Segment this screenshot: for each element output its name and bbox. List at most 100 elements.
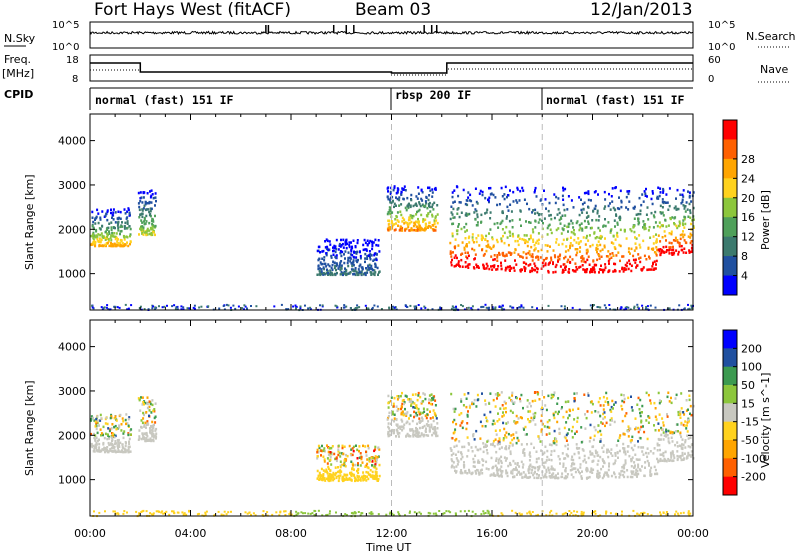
velocity-datum (482, 510, 485, 513)
velocity-datum (148, 414, 150, 418)
velocity-datum (399, 394, 402, 398)
power-datum (612, 235, 615, 238)
power-datum (431, 308, 434, 311)
velocity-datum (422, 425, 424, 429)
velocity-datum (613, 420, 616, 424)
velocity-datum (341, 478, 344, 481)
velocity-datum (545, 459, 548, 462)
velocity-datum (94, 434, 97, 437)
velocity-datum (152, 512, 155, 515)
power-datum (424, 222, 427, 226)
velocity-datum (679, 416, 682, 419)
velocity-datum (392, 412, 394, 416)
velocity-datum (127, 424, 130, 427)
power-datum (618, 270, 621, 273)
velocity-datum (356, 448, 359, 452)
power-datum (570, 230, 573, 234)
power-datum (522, 251, 525, 254)
power-datum (420, 213, 423, 217)
velocity-datum (678, 444, 681, 447)
velocity-datum (511, 469, 514, 472)
velocity-datum (150, 438, 153, 442)
power-datum (509, 203, 512, 206)
velocity-datum (142, 411, 145, 415)
power-datum (503, 197, 506, 201)
power-datum (657, 234, 660, 237)
velocity-datum (116, 450, 119, 453)
power-datum (409, 214, 412, 217)
power-datum (451, 195, 454, 199)
velocity-datum (583, 458, 586, 461)
power-datum (691, 250, 694, 253)
power-datum (480, 220, 483, 224)
power-datum (387, 197, 390, 201)
velocity-datum (356, 469, 358, 473)
velocity-datum (588, 475, 591, 479)
velocity-datum (665, 435, 668, 438)
velocity-datum (123, 510, 126, 513)
power-datum (580, 256, 583, 259)
power-datum (493, 258, 496, 261)
power-datum (599, 268, 602, 271)
power-datum (146, 227, 149, 231)
power-datum (368, 241, 371, 245)
power-datum (646, 195, 648, 198)
y-tick-label: 3000 (58, 385, 86, 398)
velocity-datum (592, 511, 595, 513)
velocity-datum (432, 431, 435, 435)
power-datum (510, 210, 513, 213)
velocity-datum (328, 472, 331, 476)
power-datum (424, 200, 427, 203)
power-datum (417, 192, 420, 195)
velocity-datum (621, 419, 624, 423)
velocity-datum (511, 391, 514, 395)
velocity-datum (686, 424, 688, 427)
velocity-datum (284, 510, 287, 513)
velocity-datum (454, 407, 457, 411)
power-datum (101, 225, 104, 228)
velocity-datum (560, 475, 563, 479)
power-datum (681, 248, 684, 252)
velocity-datum (375, 471, 378, 474)
velocity-datum (372, 477, 375, 480)
power-datum (126, 210, 129, 213)
velocity-datum (149, 437, 152, 440)
power-datum (158, 305, 160, 308)
velocity-datum (499, 468, 502, 471)
velocity-datum (321, 444, 323, 448)
power-datum (524, 241, 527, 245)
power-datum (347, 259, 350, 262)
velocity-datum (354, 463, 357, 467)
velocity-datum (198, 512, 200, 515)
power-datum (668, 252, 671, 255)
power-datum (141, 225, 144, 228)
velocity-datum (683, 413, 686, 416)
velocity-datum (362, 444, 364, 448)
power-datum (658, 250, 661, 253)
power-datum (525, 262, 528, 266)
power-datum (121, 221, 123, 224)
power-datum (91, 225, 94, 228)
velocity-datum (140, 511, 143, 513)
power-datum (388, 198, 391, 202)
power-datum (467, 266, 470, 269)
velocity-datum (508, 447, 510, 450)
power-datum (93, 239, 96, 242)
velocity-datum (676, 445, 679, 448)
velocity-datum (472, 457, 475, 461)
velocity-datum (96, 431, 99, 435)
power-datum (428, 221, 431, 225)
power-datum (335, 256, 337, 259)
velocity-datum (568, 428, 571, 431)
velocity-datum (450, 465, 453, 469)
velocity-datum (476, 393, 479, 397)
velocity-datum (594, 512, 597, 515)
power-datum (421, 203, 424, 206)
power-datum (578, 250, 581, 253)
velocity-datum (537, 476, 540, 480)
velocity-datum (620, 404, 623, 408)
power-datum (691, 219, 694, 222)
velocity-datum (372, 456, 375, 460)
power-datum (547, 209, 550, 213)
power-datum (690, 234, 693, 237)
